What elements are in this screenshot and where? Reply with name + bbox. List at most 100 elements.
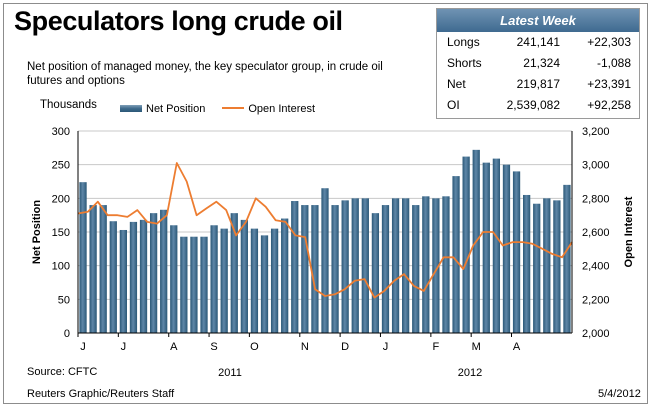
bar-net-position: [402, 198, 410, 333]
bar-net-position: [452, 176, 460, 333]
bar-net-position: [432, 198, 440, 333]
row-label: Net: [447, 77, 466, 91]
y2-tick-label: 2,400: [582, 261, 610, 273]
bar-net-position: [543, 198, 551, 333]
date-note: 5/4/2012: [598, 388, 641, 400]
row-change: +22,303: [587, 35, 631, 49]
row-value: 21,324: [523, 56, 560, 70]
bar-net-position: [321, 188, 329, 333]
latest-week-row-net: Net 219,817 +23,391: [437, 74, 639, 95]
bar-net-position: [180, 236, 188, 333]
y-tick-label: 100: [52, 261, 70, 273]
legend-swatch-open-interest: [222, 107, 245, 109]
bar-net-position: [442, 196, 450, 333]
y2-tick-label: 2,000: [582, 328, 610, 340]
y-tick-label: 200: [52, 193, 70, 205]
bar-net-position: [371, 213, 380, 333]
x-month-label: N: [301, 341, 309, 353]
bar-net-position: [381, 205, 390, 333]
latest-week-row-longs: Longs 241,141 +22,303: [437, 32, 639, 53]
bar-net-position: [341, 200, 349, 333]
row-change: +23,391: [587, 77, 631, 91]
bar-net-position: [422, 196, 430, 333]
bar-net-position: [220, 228, 228, 333]
row-label: Longs: [447, 35, 480, 49]
row-value: 241,141: [516, 35, 560, 49]
bar-net-position: [210, 225, 218, 333]
y2-tick-label: 3,000: [582, 160, 610, 172]
bar-net-position: [482, 162, 490, 333]
x-month-label: M: [472, 341, 481, 353]
row-value: 2,539,082: [506, 98, 560, 112]
bar-net-position: [533, 203, 541, 333]
x-month-label: D: [341, 341, 349, 353]
bar-net-position: [250, 228, 259, 333]
bar-net-position: [361, 198, 369, 333]
bar-net-position: [200, 236, 208, 333]
y-axis-title: Net Position: [31, 200, 43, 264]
y2-axis-title: Open Interest: [623, 196, 635, 267]
bar-net-position: [291, 201, 299, 333]
y-tick-label: 250: [52, 160, 70, 172]
bar-net-position: [99, 205, 107, 333]
y2-tick-label: 2,200: [582, 294, 610, 306]
y2-tick-label: 2,800: [582, 193, 610, 205]
bar-net-position: [563, 184, 571, 333]
latest-week-row-oi: OI 2,539,082 +92,258: [437, 95, 639, 116]
x-month-label: J: [121, 341, 127, 353]
y-tick-label: 300: [52, 126, 70, 138]
chart-frame: [3, 3, 648, 404]
x-year-label: 2011: [218, 367, 242, 379]
bar-net-position: [281, 218, 289, 333]
bar-net-position: [129, 221, 138, 333]
units-label: Thousands: [40, 99, 97, 111]
legend-label-net-position: Net Position: [146, 103, 206, 115]
bar-net-position: [331, 205, 339, 333]
row-label: OI: [447, 98, 460, 112]
source-note: Source: CFTC: [27, 366, 98, 378]
bar-net-position: [311, 205, 319, 333]
row-value: 219,817: [516, 77, 560, 91]
x-month-label: J: [383, 341, 389, 353]
bar-net-position: [109, 221, 117, 333]
bar-net-position: [170, 225, 178, 333]
bar-net-position: [492, 158, 501, 333]
bar-net-position: [190, 236, 198, 333]
x-month-label: J: [80, 341, 86, 353]
bar-net-position: [523, 194, 531, 333]
bar-net-position: [79, 182, 87, 333]
bar-net-position: [160, 209, 168, 333]
bar-net-position: [230, 213, 238, 333]
y2-tick-label: 2,600: [582, 227, 610, 239]
bar-net-position: [502, 164, 511, 333]
x-month-label: A: [513, 341, 521, 353]
bar-net-position: [412, 205, 420, 333]
line-open-interest: [77, 162, 573, 299]
chart-subtitle: Net position of managed money, the key s…: [27, 61, 383, 87]
bar-net-position: [149, 213, 158, 333]
bar-net-position: [260, 235, 269, 333]
bar-net-position: [89, 205, 97, 333]
bar-net-position: [301, 205, 309, 333]
row-label: Shorts: [447, 56, 482, 70]
bar-net-position: [512, 171, 521, 333]
bar-net-position: [270, 228, 279, 333]
latest-week-row-shorts: Shorts 21,324 -1,088: [437, 53, 639, 74]
x-month-label: S: [210, 341, 217, 353]
bar-net-position: [119, 229, 127, 333]
bar-net-position: [139, 219, 148, 333]
y-tick-label: 150: [52, 227, 70, 239]
chart-title: Speculators long crude oil: [14, 6, 343, 36]
credit-note: Reuters Graphic/Reuters Staff: [27, 388, 175, 400]
legend-swatch-net-position: [120, 105, 142, 112]
latest-week-box: Latest Week Longs 241,141 +22,303 Shorts…: [436, 8, 640, 119]
x-month-label: O: [250, 341, 259, 353]
y2-tick-label: 3,200: [582, 126, 610, 138]
x-month-label: A: [170, 341, 178, 353]
y-tick-label: 50: [58, 294, 70, 306]
bar-net-position: [462, 156, 470, 333]
bar-net-position: [240, 219, 248, 333]
row-change: +92,258: [587, 98, 631, 112]
bar-net-position: [391, 198, 400, 333]
